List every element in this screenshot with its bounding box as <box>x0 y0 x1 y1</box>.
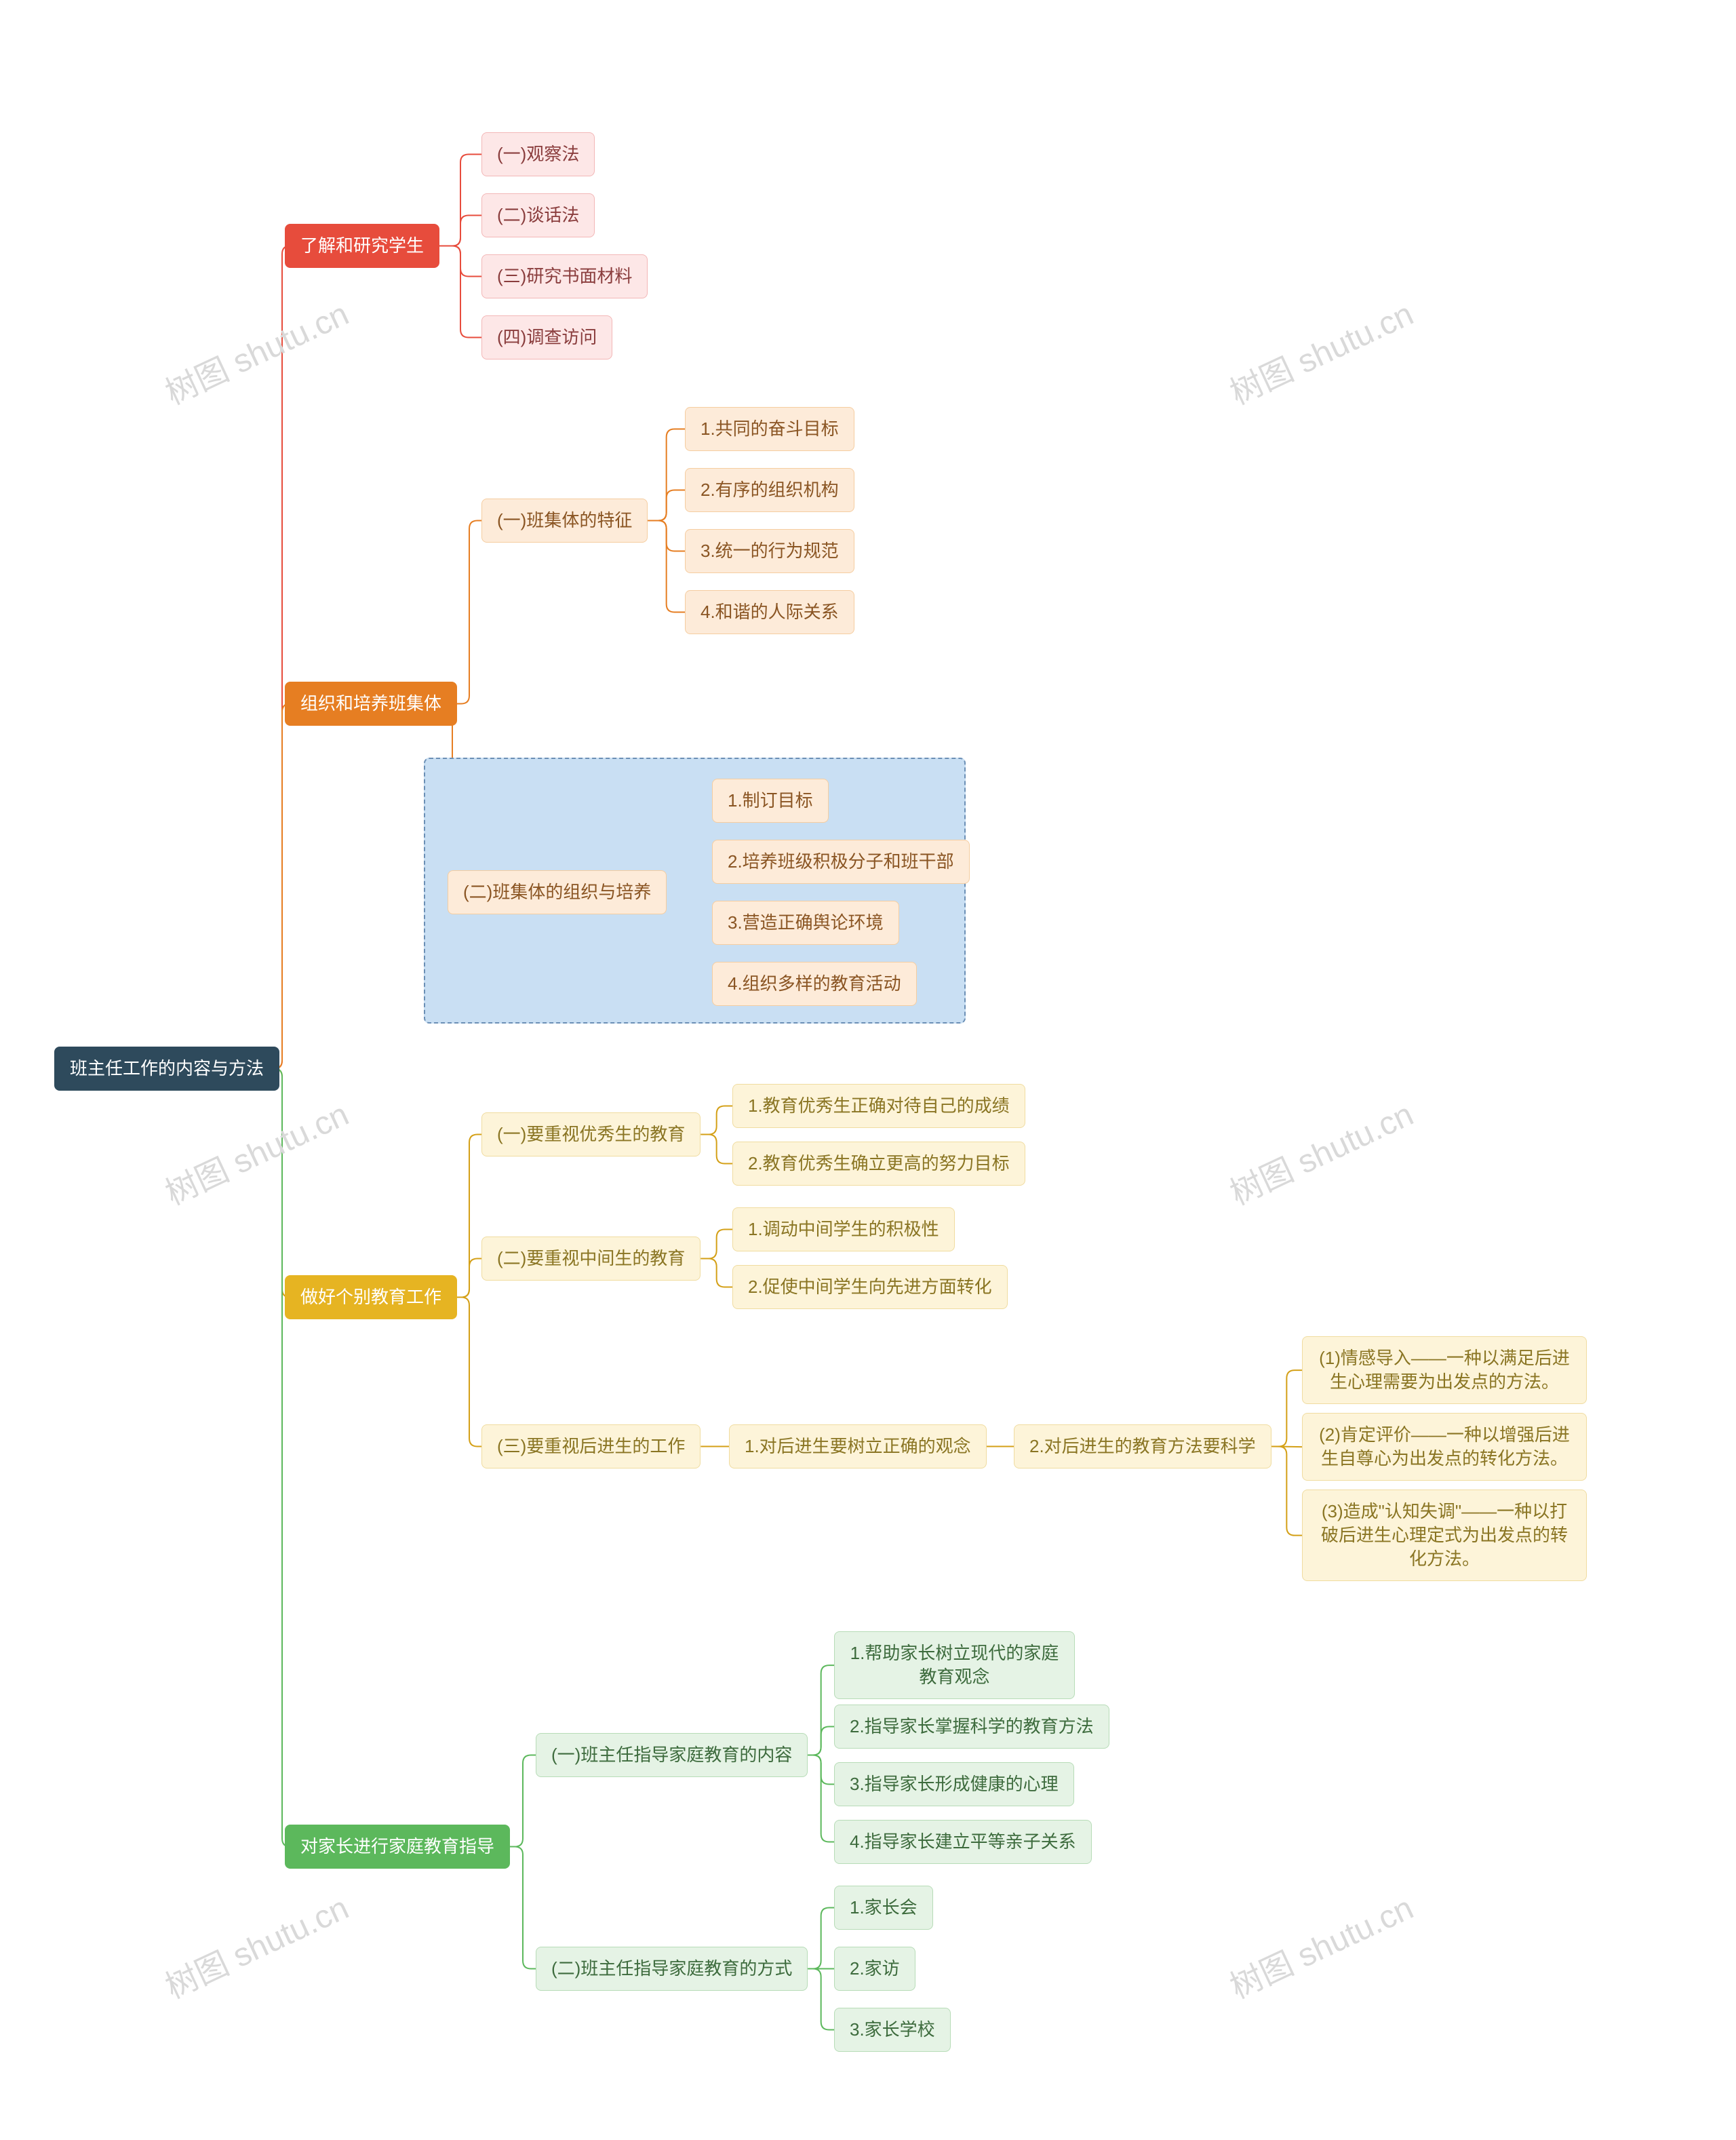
node-b3c3: (三)要重视后进生的工作 <box>481 1424 701 1468</box>
node-b2c2a: 1.制订目标 <box>712 779 829 823</box>
node-b4c2a: 1.家长会 <box>834 1886 933 1930</box>
node-b4c1b: 2.指导家长掌握科学的教育方法 <box>834 1705 1109 1749</box>
node-b3c3x2a: (1)情感导入——一种以满足后进生心理需要为出发点的方法。 <box>1302 1336 1587 1404</box>
watermark: 树图 shutu.cn <box>156 1088 355 1214</box>
node-b1c1: (一)观察法 <box>481 132 595 176</box>
watermark: 树图 shutu.cn <box>1221 1882 1419 2008</box>
node-b3c2a: 1.调动中间学生的积极性 <box>732 1207 955 1251</box>
node-b1c3: (三)研究书面材料 <box>481 254 648 298</box>
node-b3c3x2c: (3)造成"认知失调"——一种以打破后进生心理定式为出发点的转化方法。 <box>1302 1490 1587 1581</box>
node-b3c1a: 1.教育优秀生正确对待自己的成绩 <box>732 1084 1025 1128</box>
node-b4c2b: 2.家访 <box>834 1947 915 1991</box>
node-b3c2b: 2.促使中间学生向先进方面转化 <box>732 1265 1008 1309</box>
node-b3c2: (二)要重视中间生的教育 <box>481 1237 701 1281</box>
branch-b4: 对家长进行家庭教育指导 <box>285 1825 510 1869</box>
watermark: 树图 shutu.cn <box>1221 288 1419 414</box>
branch-b1: 了解和研究学生 <box>285 224 439 268</box>
node-b3c3x2b: (2)肯定评价——一种以增强后进生自尊心为出发点的转化方法。 <box>1302 1413 1587 1481</box>
node-b3c1b: 2.教育优秀生确立更高的努力目标 <box>732 1142 1025 1186</box>
node-b4c1c: 3.指导家长形成健康的心理 <box>834 1762 1074 1806</box>
node-b4c2: (二)班主任指导家庭教育的方式 <box>536 1947 808 1991</box>
branch-b3: 做好个别教育工作 <box>285 1275 457 1319</box>
node-b3c3x1: 1.对后进生要树立正确的观念 <box>729 1424 987 1468</box>
root-node: 班主任工作的内容与方法 <box>54 1047 279 1091</box>
watermark: 树图 shutu.cn <box>156 288 355 414</box>
watermark: 树图 shutu.cn <box>156 1882 355 2008</box>
node-b4c1a: 1.帮助家长树立现代的家庭教育观念 <box>834 1631 1075 1699</box>
node-b3c3x2: 2.对后进生的教育方法要科学 <box>1014 1424 1271 1468</box>
branch-b2: 组织和培养班集体 <box>285 682 457 726</box>
node-b2c2d: 4.组织多样的教育活动 <box>712 962 917 1006</box>
node-b1c4: (四)调查访问 <box>481 315 612 359</box>
watermark: 树图 shutu.cn <box>1221 1088 1419 1214</box>
node-b2c1c: 3.统一的行为规范 <box>685 529 854 573</box>
node-b2c1: (一)班集体的特征 <box>481 499 648 543</box>
node-b2c2b: 2.培养班级积极分子和班干部 <box>712 840 970 884</box>
node-b4c1d: 4.指导家长建立平等亲子关系 <box>834 1820 1092 1864</box>
node-b4c1: (一)班主任指导家庭教育的内容 <box>536 1733 808 1777</box>
node-b2c2: (二)班集体的组织与培养 <box>448 870 667 914</box>
node-b2c1d: 4.和谐的人际关系 <box>685 590 854 634</box>
node-b2c2c: 3.营造正确舆论环境 <box>712 901 899 945</box>
node-b3c1: (一)要重视优秀生的教育 <box>481 1112 701 1156</box>
node-b2c1a: 1.共同的奋斗目标 <box>685 407 854 451</box>
node-b2c1b: 2.有序的组织机构 <box>685 468 854 512</box>
node-b1c2: (二)谈话法 <box>481 193 595 237</box>
node-b4c2c: 3.家长学校 <box>834 2008 951 2052</box>
